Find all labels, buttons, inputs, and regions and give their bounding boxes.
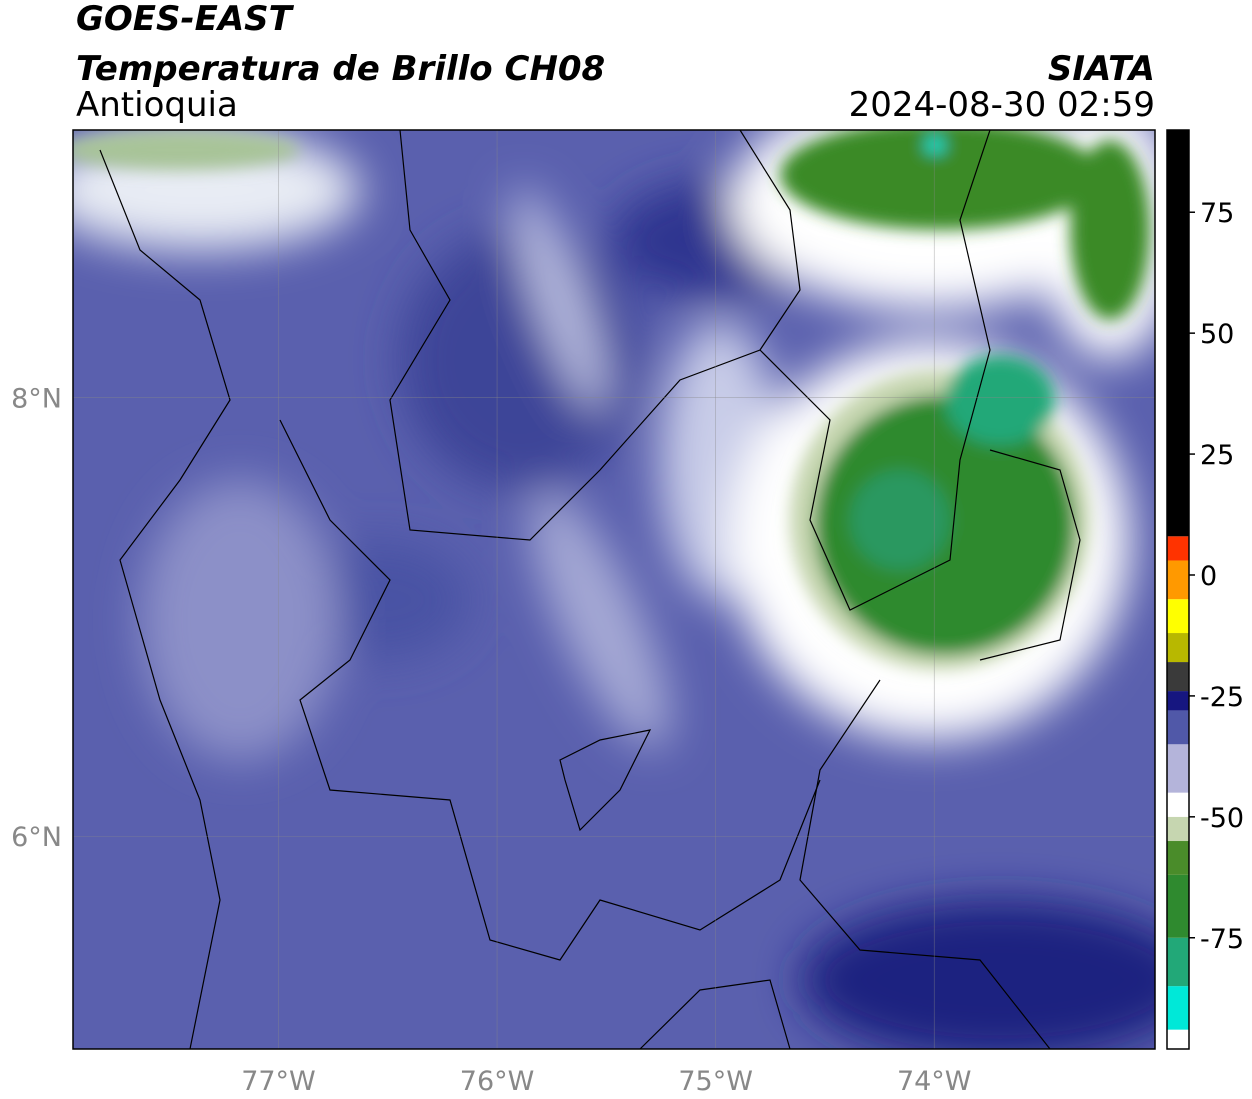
colorbar-tick-label: 25 xyxy=(1200,440,1234,471)
colorbar-segment xyxy=(1167,710,1189,745)
colorbar-segment xyxy=(1167,662,1189,692)
datetime: 2024-08-30 02:59 xyxy=(849,85,1155,125)
colorbar-segment xyxy=(1167,986,1189,1030)
colorbar-segment xyxy=(1167,130,1189,537)
colorbar-segment xyxy=(1167,841,1189,875)
x-tick-label: 77°W xyxy=(241,1066,316,1097)
region: Antioquia xyxy=(76,85,238,125)
colorbar-segment xyxy=(1167,691,1189,711)
colorbar-tick-label: 0 xyxy=(1200,561,1217,592)
colorbar-segment xyxy=(1167,560,1189,600)
source: SIATA xyxy=(1048,49,1155,89)
colorbar-segment xyxy=(1167,816,1189,842)
colorbar-segment xyxy=(1167,633,1189,663)
subtitle: Temperatura de Brillo CH08 xyxy=(76,49,605,89)
colorbar-tick-label: 50 xyxy=(1200,319,1234,350)
colorbar-segment xyxy=(1167,874,1189,938)
colorbar-segment xyxy=(1167,599,1189,634)
colorbar-segment xyxy=(1167,792,1189,817)
map-image xyxy=(73,130,1155,1049)
colorbar-segment xyxy=(1167,744,1189,793)
title: GOES-EAST xyxy=(76,0,295,39)
colorbar-tick-label: -25 xyxy=(1200,682,1244,713)
colorbar-segment xyxy=(1167,1029,1189,1049)
x-tick-label: 76°W xyxy=(460,1066,535,1097)
x-tick-label: 75°W xyxy=(678,1066,753,1097)
colorbar-segment xyxy=(1167,937,1189,987)
colorbar-tick-label: -75 xyxy=(1200,924,1244,955)
colorbar-tick-label: -50 xyxy=(1200,803,1244,834)
y-tick-label: 8°N xyxy=(11,384,62,415)
colorbar-frame xyxy=(1166,129,1190,1050)
x-tick-label: 74°W xyxy=(897,1066,972,1097)
map-frame xyxy=(72,129,1156,1050)
colorbar-segment xyxy=(1167,536,1189,561)
y-tick-label: 6°N xyxy=(11,822,62,853)
colorbar-tick-label: 75 xyxy=(1200,198,1234,229)
